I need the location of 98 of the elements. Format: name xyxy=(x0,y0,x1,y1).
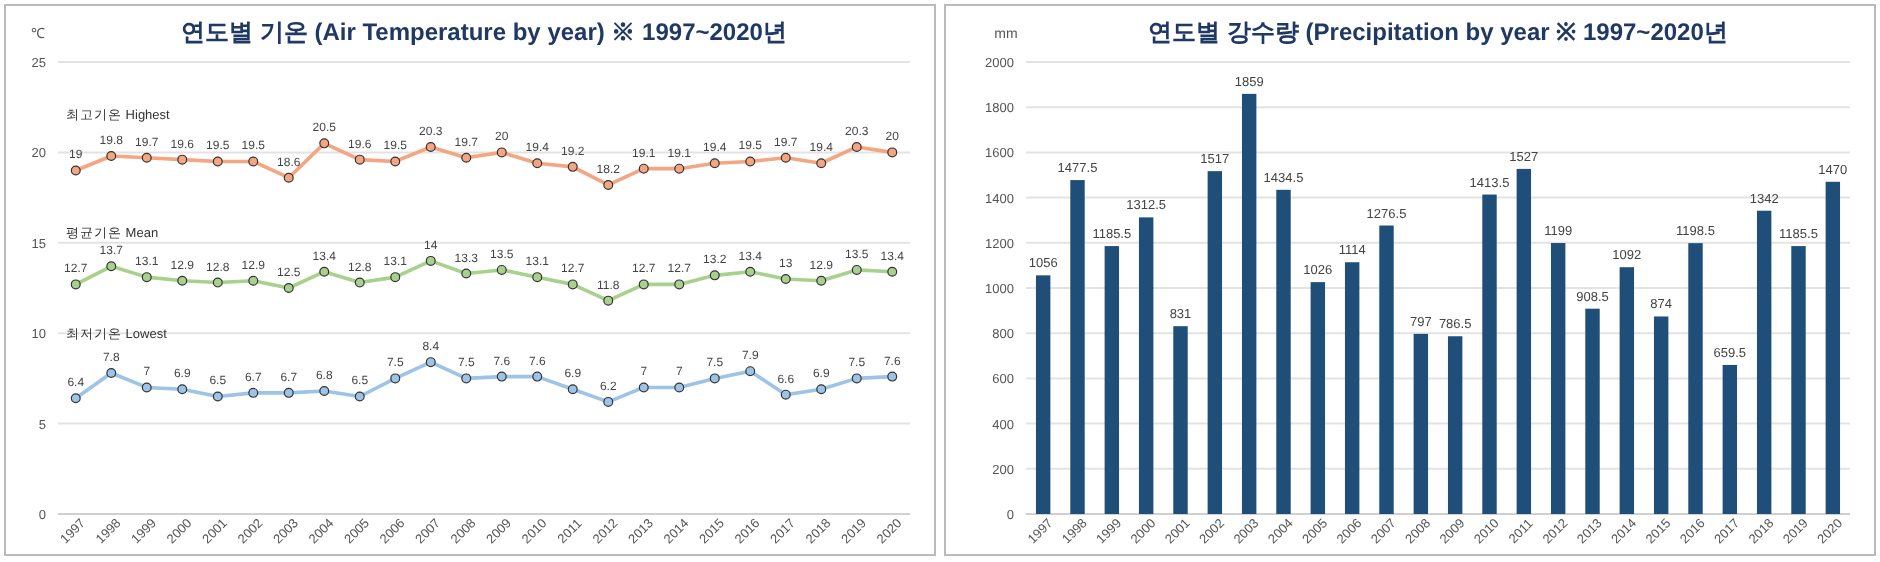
bar xyxy=(1550,243,1566,514)
point xyxy=(461,268,472,279)
point xyxy=(816,158,827,169)
point xyxy=(638,163,649,174)
point xyxy=(745,156,756,167)
point xyxy=(141,272,152,283)
point xyxy=(70,165,81,176)
bar xyxy=(1756,210,1772,514)
point xyxy=(248,156,259,167)
bar xyxy=(1207,171,1223,514)
chart-title: 연도별 강수량 (Precipitation by year ※ 1997~2020년 xyxy=(1148,18,1728,46)
point xyxy=(567,384,578,395)
point xyxy=(177,384,188,395)
point xyxy=(851,141,862,152)
point xyxy=(319,138,330,149)
point xyxy=(532,272,543,283)
point xyxy=(461,373,472,384)
point xyxy=(248,387,259,398)
bar xyxy=(1310,282,1326,514)
point xyxy=(283,283,294,293)
point xyxy=(212,156,223,167)
point xyxy=(248,275,259,286)
point xyxy=(887,266,898,277)
bar xyxy=(1035,275,1051,514)
point xyxy=(141,152,152,163)
bar xyxy=(1722,364,1738,514)
point xyxy=(177,154,188,165)
point xyxy=(212,277,223,288)
bar xyxy=(1276,189,1291,514)
point xyxy=(354,277,365,288)
point xyxy=(567,279,578,290)
point xyxy=(425,141,436,152)
bar xyxy=(1070,180,1085,514)
point xyxy=(887,371,898,382)
bar xyxy=(1619,267,1635,514)
point xyxy=(816,384,827,395)
bar xyxy=(1104,246,1120,514)
point xyxy=(106,261,117,272)
point xyxy=(70,393,81,404)
point xyxy=(887,147,898,158)
point xyxy=(496,371,507,382)
point xyxy=(390,272,401,283)
bar xyxy=(1447,336,1463,514)
point xyxy=(283,387,294,398)
point xyxy=(141,382,152,393)
bar xyxy=(1344,262,1360,514)
bar xyxy=(1688,243,1703,514)
bar xyxy=(1653,316,1669,514)
point xyxy=(780,273,791,284)
point xyxy=(638,382,649,393)
chart-title: 연도별 기온 (Air Temperature by year) ※ 1997~2020년 xyxy=(181,18,787,46)
bar xyxy=(1791,246,1806,514)
point xyxy=(106,151,117,162)
point xyxy=(496,147,507,158)
point xyxy=(780,389,791,400)
point xyxy=(816,275,827,286)
bar xyxy=(1585,308,1600,514)
point xyxy=(425,255,436,266)
point xyxy=(851,264,862,275)
point xyxy=(709,373,720,384)
point xyxy=(461,152,472,163)
bar xyxy=(1413,333,1429,514)
bar xyxy=(1379,225,1394,514)
bar xyxy=(1482,194,1497,514)
bar xyxy=(1241,93,1257,514)
point xyxy=(354,391,365,402)
point xyxy=(603,295,614,306)
bar xyxy=(1138,217,1154,514)
point xyxy=(390,373,401,384)
point xyxy=(603,179,614,190)
point xyxy=(745,266,756,277)
point xyxy=(390,156,401,167)
point xyxy=(106,367,117,378)
bar xyxy=(1825,181,1841,514)
point xyxy=(638,279,649,290)
point xyxy=(425,357,436,368)
bar xyxy=(1516,168,1532,514)
point xyxy=(354,154,365,165)
point xyxy=(674,163,685,174)
point xyxy=(674,279,685,290)
point xyxy=(851,373,862,384)
point xyxy=(603,396,614,407)
point xyxy=(780,152,791,163)
point xyxy=(709,158,720,169)
point xyxy=(319,266,330,277)
point xyxy=(674,382,685,393)
point xyxy=(709,270,720,281)
point xyxy=(319,386,330,397)
point xyxy=(283,172,294,183)
point xyxy=(745,366,756,377)
bar xyxy=(1173,326,1188,514)
point xyxy=(532,158,543,169)
point xyxy=(177,275,188,286)
point xyxy=(567,161,578,172)
point xyxy=(212,391,223,402)
point xyxy=(70,279,81,290)
point xyxy=(496,264,507,275)
point xyxy=(532,371,543,382)
